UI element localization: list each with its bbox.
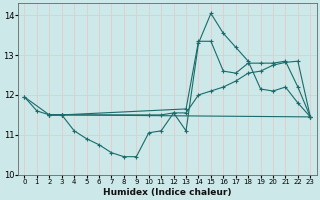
X-axis label: Humidex (Indice chaleur): Humidex (Indice chaleur) (103, 188, 232, 197)
